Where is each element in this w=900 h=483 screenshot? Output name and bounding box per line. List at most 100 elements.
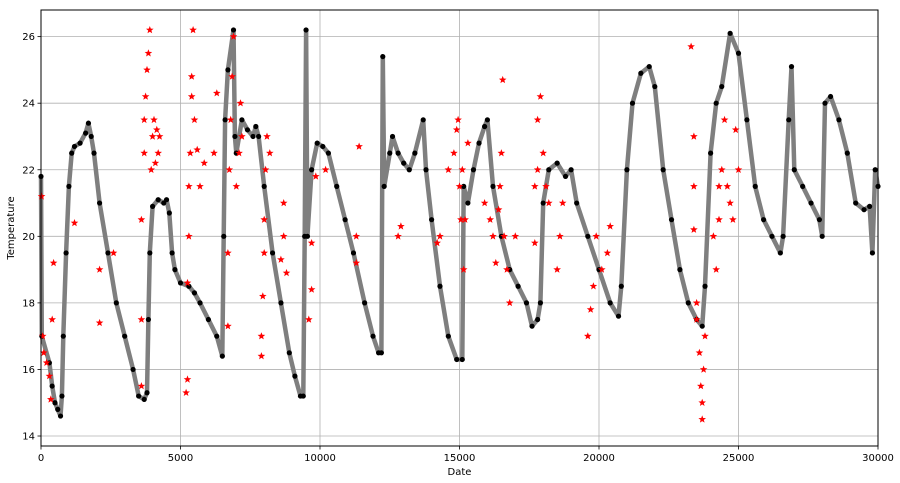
temperature-point (554, 160, 560, 166)
outlier-star (712, 265, 720, 273)
outlier-star (154, 149, 162, 157)
outlier-star (210, 149, 218, 157)
temperature-point (292, 373, 298, 379)
outlier-star (459, 265, 468, 273)
temperature-point (761, 217, 767, 223)
temperature-point (380, 53, 386, 60)
temperature-point (342, 217, 348, 223)
temperature-point (708, 150, 714, 156)
temperature-point (244, 127, 251, 133)
temperature-point (205, 316, 211, 323)
outlier-star (213, 89, 221, 97)
outlier-star (312, 172, 320, 180)
temperature-point (96, 200, 103, 206)
temperature-point (88, 133, 94, 140)
grid (40, 10, 879, 446)
temperature-point (378, 350, 384, 356)
temperature-point (406, 167, 412, 173)
outlier-star (498, 75, 507, 84)
temperature-point (130, 366, 136, 373)
temperature-point (713, 100, 719, 106)
outlier-star (492, 258, 500, 267)
outlier-star (224, 249, 232, 257)
outlier-star (229, 32, 238, 40)
y-tick-label: 16 (22, 365, 35, 376)
outlier-star (690, 182, 698, 190)
outlier-star (153, 125, 161, 134)
temperature-point (470, 167, 477, 173)
temperature-point (49, 383, 55, 389)
temperature-point (484, 117, 490, 123)
x-tick-label: 0 (38, 453, 44, 464)
outlier-star (715, 182, 723, 190)
outlier-star (592, 232, 600, 240)
outlier-star (497, 149, 506, 157)
temperature-point (629, 100, 636, 106)
outlier-star (232, 182, 241, 190)
y-tick-label: 18 (22, 298, 35, 309)
outlier-star (397, 222, 405, 230)
outlier-star (536, 92, 545, 100)
temperature-point (618, 283, 624, 289)
temperature-point (535, 316, 541, 323)
x-tick-label: 15000 (444, 453, 476, 464)
outlier-star (183, 278, 192, 287)
outlier-star (695, 348, 704, 356)
temperature-point (744, 117, 750, 123)
temperature-point (370, 333, 376, 339)
temperature-point (69, 150, 75, 156)
temperature-point (482, 123, 488, 130)
temperature-point (537, 300, 544, 306)
temperature-point (155, 197, 161, 203)
outlier-star (238, 132, 246, 140)
outlier-star (589, 282, 598, 290)
outlier-star (143, 65, 151, 74)
temperature-point (303, 27, 309, 33)
outlier-star (531, 239, 539, 247)
outlier-star (709, 232, 718, 240)
outlier-star (697, 382, 705, 390)
outlier-star (48, 315, 56, 323)
temperature-point (59, 393, 65, 399)
temperature-point (660, 167, 666, 173)
temperature-point (769, 233, 775, 239)
temperature-point (191, 290, 198, 296)
temperature-point (314, 140, 320, 146)
temperature-point (735, 50, 742, 56)
outlier-star (698, 415, 706, 423)
temperature-point (699, 323, 705, 329)
temperature-point (646, 63, 652, 70)
temperature-point (523, 300, 530, 306)
outlier-star (355, 142, 363, 150)
outlier-star (307, 285, 316, 293)
temperature-point (250, 133, 256, 140)
outlier-star (503, 265, 511, 273)
outlier-star (141, 92, 150, 100)
temperature-point (423, 167, 429, 173)
temperature-point (529, 323, 535, 329)
temperature-point (261, 183, 267, 189)
temperature-point (334, 183, 340, 189)
temperature-point (286, 350, 292, 356)
outlier-star (193, 145, 201, 153)
outlier-star (726, 199, 734, 207)
outlier-star (196, 182, 204, 190)
outlier-star (277, 255, 285, 263)
y-tick-label: 20 (22, 232, 35, 243)
outlier-star (282, 268, 291, 277)
temperature-point (278, 300, 284, 306)
outlier-star (586, 305, 595, 313)
temperature-point (867, 203, 873, 209)
temperature-point (476, 140, 482, 146)
temperature-point (668, 217, 675, 223)
temperature-point (309, 167, 315, 173)
outlier-star (257, 332, 266, 340)
outlier-star (457, 215, 465, 223)
outlier-star (321, 165, 330, 173)
x-tick-label: 20000 (583, 453, 615, 464)
outlier-star (228, 72, 236, 80)
outlier-star (140, 149, 148, 157)
temperature-point (791, 167, 797, 173)
temperature-point (214, 333, 220, 339)
temperature-point (788, 63, 795, 70)
